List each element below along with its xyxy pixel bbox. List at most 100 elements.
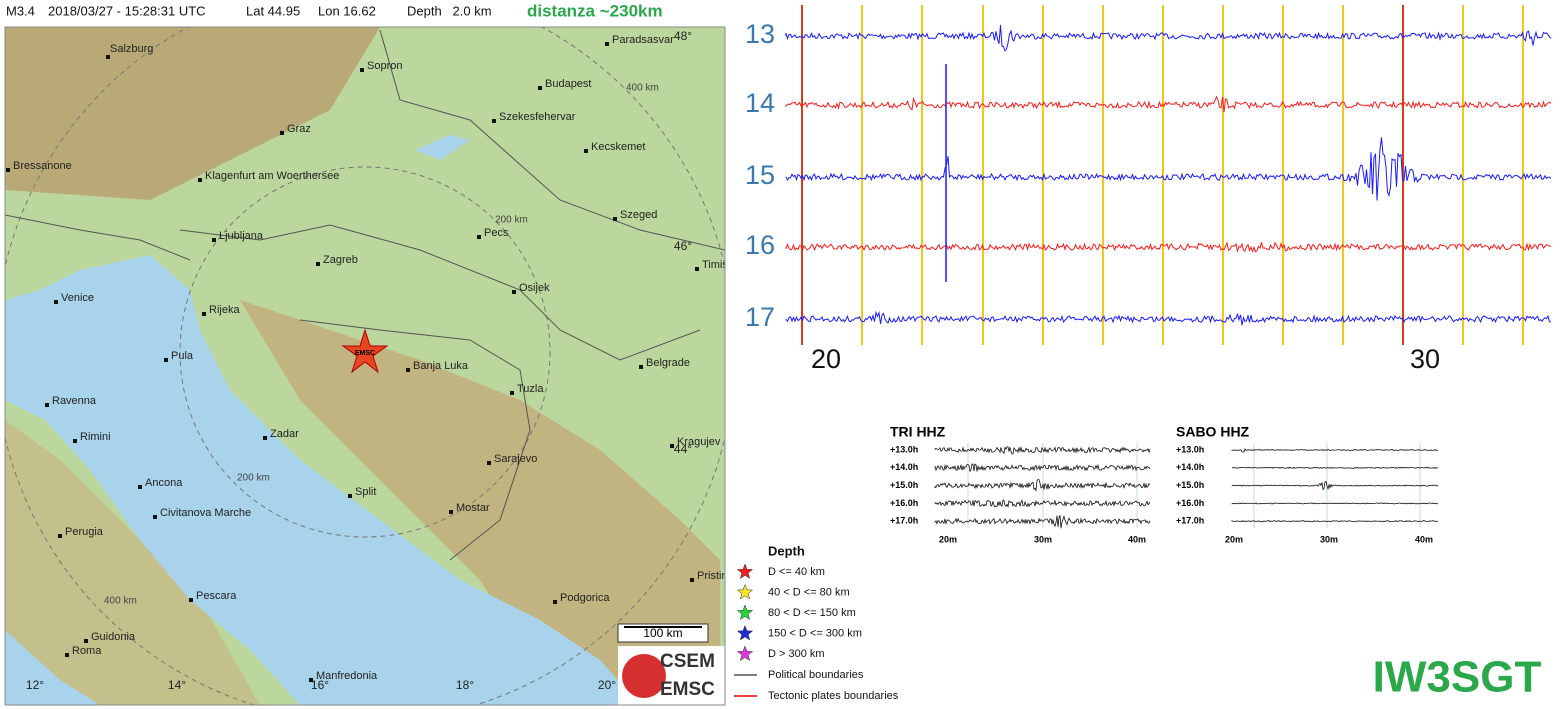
city-label: Split [355, 486, 376, 498]
panel-row-label: +15.0h [1176, 480, 1204, 490]
city-dot [202, 312, 206, 316]
grid-label: 18° [456, 678, 474, 692]
city-dot [164, 358, 168, 362]
city-label: Guidonia [91, 631, 136, 643]
datetime: 2018/03/27 - 15:28:31 UTC [48, 3, 206, 18]
city-dot [45, 403, 49, 407]
city-dot [54, 300, 58, 304]
logo-emsc: EMSC [660, 679, 715, 700]
city-dot [189, 598, 193, 602]
city-dot [487, 461, 491, 465]
panel-trace [1231, 502, 1439, 505]
border [379, 29, 725, 251]
city-dot [309, 678, 313, 682]
city-label: Sarajevo [494, 453, 537, 465]
city-label: Civitanova Marche [160, 507, 251, 519]
panel-trace [1231, 519, 1439, 523]
city-label: Banja Luka [413, 360, 469, 372]
tyrrhenian-sea [5, 630, 100, 705]
grid-label: 20° [598, 678, 616, 692]
panel-minute: 40m [1128, 534, 1146, 544]
panel-row-label: +15.0h [890, 480, 918, 490]
city-dot [510, 391, 514, 395]
panel-minute: 40m [1415, 534, 1433, 544]
hour-label: 14 [745, 88, 775, 118]
grid-label: 16° [311, 678, 329, 692]
panel-row-label: +14.0h [890, 462, 918, 472]
magnitude: M3.4 [6, 3, 35, 18]
legend-label: 40 < D <= 80 km [768, 586, 850, 598]
city-label: Kragujev [677, 436, 721, 448]
city-label: Szekesfehervar [499, 111, 576, 123]
hour-label: 17 [745, 302, 775, 332]
seismic-trace [785, 137, 1552, 201]
city-label: Pescara [196, 590, 237, 602]
city-label: Budapest [545, 78, 591, 90]
panel-trace [934, 479, 1151, 492]
city-dot [449, 510, 453, 514]
city-dot [670, 444, 674, 448]
dinarides [240, 300, 720, 705]
legend-label: 150 < D <= 300 km [768, 627, 862, 639]
city-dot [65, 653, 69, 657]
city-label: Manfredonia [316, 670, 378, 682]
seismic-trace [785, 310, 1552, 326]
apennines [5, 420, 260, 705]
distance: distanza ~230km [527, 1, 663, 20]
city-label: Perugia [65, 526, 104, 538]
panel-minute: 30m [1034, 534, 1052, 544]
ring-label: 400 km [626, 83, 659, 94]
city-label: Venice [61, 292, 94, 304]
legend-label: D <= 40 km [768, 566, 825, 578]
panel-row-label: +16.0h [890, 498, 918, 508]
depth: Depth 2.0 km [407, 3, 492, 18]
legend-label: 80 < D <= 150 km [768, 607, 856, 619]
city-dot [477, 235, 481, 239]
panel-trace [934, 463, 1151, 473]
city-label: Salzburg [110, 43, 153, 55]
balaton [415, 135, 470, 160]
panel-trace [934, 445, 1151, 455]
logo-csem: CSEM [660, 651, 715, 672]
epicenter-label: EMSC [355, 350, 375, 357]
city-dot [263, 436, 267, 440]
city-label: Szeged [620, 209, 657, 221]
city-label: Ravenna [52, 395, 97, 407]
city-dot [58, 534, 62, 538]
city-dot [584, 149, 588, 153]
city-label: Kecskemet [591, 141, 645, 153]
ring-label: 400 km [104, 596, 137, 607]
panel-row-label: +14.0h [1176, 462, 1204, 472]
city-dot [690, 578, 694, 582]
panel-minute: 30m [1320, 534, 1338, 544]
city-label: Zadar [270, 428, 299, 440]
panel-title: TRI HHZ [890, 424, 946, 440]
lon: Lon 16.62 [318, 3, 376, 18]
city-dot [639, 365, 643, 369]
panel-trace [1231, 481, 1439, 491]
city-label: Timis [702, 259, 728, 271]
city-dot [492, 119, 496, 123]
legend-label: D > 300 km [768, 648, 825, 660]
panel-minute: 20m [939, 534, 957, 544]
city-label: Klagenfurt am Woerthersee [205, 170, 339, 182]
city-dot [153, 515, 157, 519]
panel-trace [1231, 448, 1439, 453]
city-label: Rijeka [209, 304, 240, 316]
city-label: Pristin [697, 570, 728, 582]
map-frame [4, 26, 726, 706]
grid-label: 46° [674, 239, 692, 253]
hour-label: 15 [745, 160, 775, 190]
seismic-trace [785, 25, 1552, 52]
ring-label: 200 km [237, 473, 270, 484]
city-label: Sopron [367, 60, 402, 72]
legend-star [736, 563, 754, 580]
city-dot [106, 55, 110, 59]
hour-label: 13 [745, 19, 775, 49]
city-dot [360, 68, 364, 72]
alps [5, 27, 380, 200]
panel-row-label: +13.0h [1176, 444, 1204, 454]
panel-row-label: +17.0h [1176, 516, 1204, 526]
city-dot [613, 217, 617, 221]
